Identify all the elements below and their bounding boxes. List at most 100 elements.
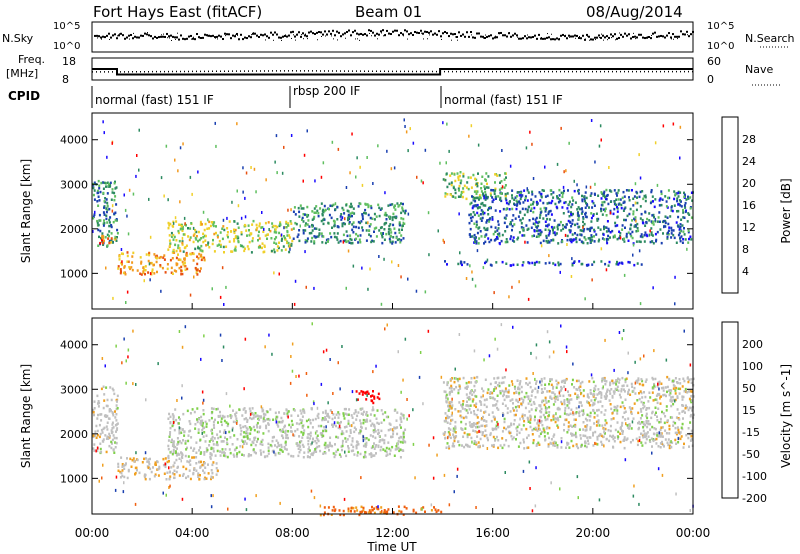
- noise-point: [636, 36, 638, 39]
- heatmap-cell: [368, 233, 371, 236]
- heatmap-cell: [195, 230, 198, 234]
- heatmap-cell: [563, 423, 566, 426]
- heatmap-cell: [531, 190, 534, 194]
- heatmap-cell: [453, 173, 456, 176]
- heatmap-cell: [567, 413, 570, 417]
- heatmap-cell: [389, 223, 392, 226]
- noise-search-point: [457, 39, 458, 41]
- heatmap-cell: [591, 239, 594, 242]
- heatmap-cell: [577, 215, 580, 219]
- heatmap-cell: [666, 390, 668, 394]
- heatmap-cell: [179, 249, 182, 253]
- heatmap-cell: [258, 430, 260, 434]
- heatmap-cell: [478, 194, 481, 197]
- heatmap-cell: [394, 241, 397, 244]
- heatmap-cell: [337, 436, 340, 439]
- heatmap-cell: [470, 390, 473, 393]
- heatmap-cell: [567, 428, 570, 432]
- heatmap-cell: [169, 451, 172, 454]
- heatmap-cell: [190, 222, 193, 225]
- heatmap-cell: [479, 230, 482, 233]
- heatmap-cell: [157, 474, 160, 477]
- heatmap-cell: [629, 227, 632, 230]
- heatmap-cell: [690, 438, 693, 441]
- heatmap-cell: [175, 262, 178, 265]
- heatmap-cell: [381, 438, 384, 442]
- heatmap-cell: [522, 401, 525, 404]
- heatmap-cell: [293, 434, 296, 437]
- heatmap-cell: [178, 474, 181, 477]
- noise-point: [528, 36, 530, 39]
- heatmap-cell: [480, 235, 483, 238]
- heatmap-scatter-cell: [193, 275, 195, 279]
- heatmap-cell: [491, 216, 494, 219]
- heatmap-cell: [199, 465, 202, 468]
- heatmap-cell: [313, 240, 316, 243]
- heatmap-cell: [602, 194, 605, 197]
- heatmap-cell: [656, 230, 659, 234]
- heatmap-cell: [444, 195, 447, 198]
- heatmap-scatter-cell: [566, 243, 568, 246]
- noise-search-point: [209, 34, 210, 36]
- heatmap-cell: [199, 452, 202, 455]
- heatmap-cell: [478, 237, 481, 240]
- heatmap-cell: [687, 212, 690, 215]
- heatmap-cell: [107, 437, 110, 440]
- heatmap-scatter-cell: [407, 212, 410, 216]
- heatmap-cell: [679, 437, 682, 441]
- heatmap-cell: [119, 476, 122, 479]
- heatmap-cell: [623, 390, 626, 393]
- heatmap-cell: [370, 452, 373, 455]
- heatmap-cell: [525, 224, 528, 227]
- heatmap-cell: [97, 228, 100, 232]
- heatmap-cell: [546, 217, 549, 221]
- heatmap-cell: [508, 200, 511, 204]
- noise-search-point: [119, 33, 120, 35]
- heatmap-cell: [202, 469, 204, 472]
- heatmap-cell: [112, 426, 115, 429]
- heatmap-cell: [350, 242, 353, 245]
- heatmap-cell: [105, 210, 108, 214]
- heatmap-cell: [310, 240, 313, 243]
- heatmap-cell: [243, 249, 246, 253]
- heatmap-cell: [606, 194, 608, 198]
- heatmap-cell: [444, 260, 446, 263]
- heatmap-cell: [282, 245, 285, 248]
- heatmap-cell: [174, 450, 177, 453]
- heatmap-cell: [247, 224, 250, 227]
- heatmap-scatter-cell: [448, 149, 450, 153]
- heatmap-cell: [172, 443, 175, 447]
- heatmap-cell: [444, 412, 447, 415]
- heatmap-cell: [394, 426, 397, 430]
- heatmap-cell: [301, 218, 303, 221]
- heatmap-cell: [348, 424, 351, 427]
- heatmap-cell: [528, 219, 531, 222]
- heatmap-cell: [342, 412, 345, 415]
- heatmap-cell: [332, 452, 335, 455]
- heatmap-cell: [494, 189, 497, 192]
- heatmap-cell: [487, 186, 490, 189]
- noise-point: [578, 37, 580, 40]
- heatmap-cell: [355, 446, 358, 450]
- heatmap-cell: [552, 191, 555, 194]
- noise-search-point: [429, 34, 430, 36]
- heatmap-cell: [294, 221, 297, 225]
- plot-title: Fort Hays East (fitACF): [93, 3, 262, 21]
- heatmap-cell: [541, 423, 544, 427]
- heatmap-cell: [660, 192, 663, 196]
- heatmap-cell: [178, 239, 181, 243]
- heatmap-cell: [384, 434, 387, 437]
- heatmap-cell: [520, 397, 523, 400]
- heatmap-cell: [399, 417, 402, 421]
- heatmap-cell: [199, 419, 202, 423]
- heatmap-cell: [373, 414, 376, 417]
- heatmap-cell: [474, 240, 476, 243]
- heatmap-cell: [251, 239, 254, 243]
- heatmap-cell: [122, 464, 125, 467]
- noise-point: [362, 33, 364, 36]
- heatmap-cell: [247, 453, 250, 456]
- heatmap-cell: [373, 212, 376, 216]
- heatmap-cell: [581, 199, 584, 203]
- heatmap-cell: [600, 434, 603, 438]
- heatmap-cell: [554, 400, 557, 403]
